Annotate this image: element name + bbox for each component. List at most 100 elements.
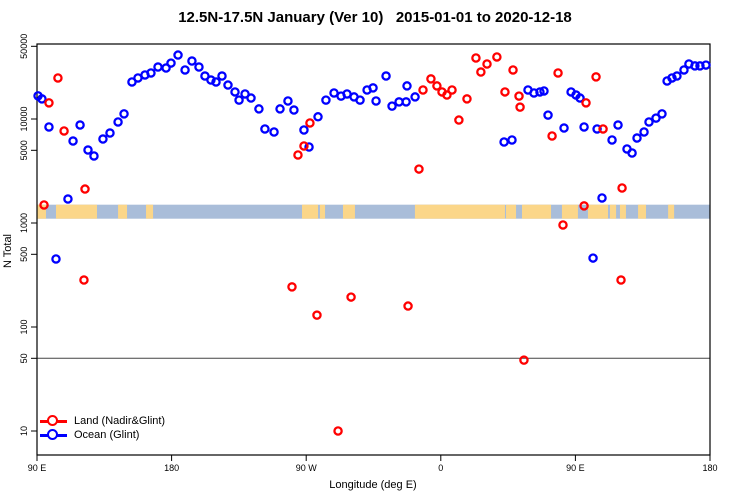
data-point-ocean (51, 254, 61, 264)
data-point-land (553, 68, 563, 78)
data-point-land (476, 67, 486, 77)
legend-entry-ocean: Ocean (Glint) (40, 428, 165, 442)
data-point-land (514, 91, 524, 101)
data-point-ocean (543, 110, 553, 120)
data-point-ocean (597, 193, 607, 203)
data-point-ocean (579, 122, 589, 132)
data-point-land (79, 275, 89, 285)
data-point-ocean (161, 63, 171, 73)
data-point-land (616, 275, 626, 285)
data-point-ocean (507, 135, 517, 145)
data-point-ocean (627, 148, 637, 158)
data-point-land (500, 87, 510, 97)
data-point-ocean (275, 104, 285, 114)
data-point-ocean (153, 62, 163, 72)
data-point-land (305, 118, 315, 128)
data-point-ocean (119, 109, 129, 119)
y-tick-label: 100 (19, 319, 29, 334)
chart-title: 12.5N-17.5N January (Ver 10) 2015-01-01 … (178, 9, 572, 26)
data-point-ocean (217, 71, 227, 81)
map-strip-land (342, 204, 355, 219)
data-point-ocean (113, 117, 123, 127)
data-point-ocean (402, 81, 412, 91)
data-point-ocean (68, 136, 78, 146)
data-point-ocean (321, 95, 331, 105)
data-point-land (482, 59, 492, 69)
data-point-ocean (690, 61, 700, 71)
data-point-land (454, 115, 464, 125)
data-point-land (418, 85, 428, 95)
map-strip-land (561, 204, 578, 219)
legend-label-land: Land (Nadir&Glint) (74, 415, 166, 427)
map-strip-land (668, 204, 675, 219)
data-point-ocean (206, 75, 216, 85)
data-point-land (414, 164, 424, 174)
map-strip-land (146, 204, 154, 219)
y-tick-label: 50 (19, 353, 29, 363)
legend: Land (Nadir&Glint) Ocean (Glint) (40, 414, 165, 442)
map-strip-land (414, 204, 505, 219)
data-point-land (59, 126, 69, 136)
data-point-ocean (194, 62, 204, 72)
data-point-ocean (269, 127, 279, 137)
data-point-ocean (304, 142, 314, 152)
map-strip-land (609, 204, 617, 219)
map-strip-land (506, 204, 517, 219)
data-point-land (44, 98, 54, 108)
data-point-land (442, 90, 452, 100)
data-point-ocean (592, 124, 602, 134)
data-point-land (39, 200, 49, 210)
data-point-land (432, 81, 442, 91)
x-tick-label: 90 W (296, 463, 318, 473)
data-point-ocean (639, 127, 649, 137)
data-point-ocean (105, 128, 115, 138)
data-point-ocean (299, 125, 309, 135)
data-point-ocean (98, 134, 108, 144)
data-point-ocean (313, 112, 323, 122)
data-point-land (293, 150, 303, 160)
data-point-ocean (187, 56, 197, 66)
y-tick-label: 10 (19, 426, 29, 436)
data-point-ocean (701, 60, 711, 70)
data-point-ocean (355, 95, 365, 105)
map-strip-land (37, 204, 46, 219)
data-point-land (462, 94, 472, 104)
data-point-ocean (260, 124, 270, 134)
data-point-ocean (83, 145, 93, 155)
data-point-ocean (672, 71, 682, 81)
data-point-ocean (667, 73, 677, 83)
data-point-land (617, 183, 627, 193)
data-point-land (426, 74, 436, 84)
data-point-land (299, 141, 309, 151)
data-point-land (508, 65, 518, 75)
map-strip-land (302, 204, 319, 219)
data-point-ocean (632, 133, 642, 143)
y-tick-label: 500 (19, 247, 29, 262)
data-point-ocean (410, 92, 420, 102)
data-point-land (598, 124, 608, 134)
x-tick-label: 90 E (566, 463, 585, 473)
data-point-ocean (211, 77, 221, 87)
data-point-ocean (37, 94, 47, 104)
data-point-ocean (234, 95, 244, 105)
data-point-ocean (613, 120, 623, 130)
map-strip-land (619, 204, 626, 219)
data-point-ocean (289, 105, 299, 115)
data-point-ocean (679, 65, 689, 75)
data-point-ocean (539, 86, 549, 96)
data-point-land (53, 73, 63, 83)
data-point-land (558, 220, 568, 230)
data-point-ocean (368, 83, 378, 93)
data-point-ocean (559, 123, 569, 133)
data-point-ocean (246, 93, 256, 103)
data-point-land (581, 98, 591, 108)
data-point-land (403, 301, 413, 311)
data-point-land (346, 292, 356, 302)
x-tick-label: 180 (164, 463, 179, 473)
data-point-ocean (588, 253, 598, 263)
y-tick-label: 10000 (19, 106, 29, 131)
map-strip-land (319, 204, 326, 219)
data-point-land (333, 426, 343, 436)
